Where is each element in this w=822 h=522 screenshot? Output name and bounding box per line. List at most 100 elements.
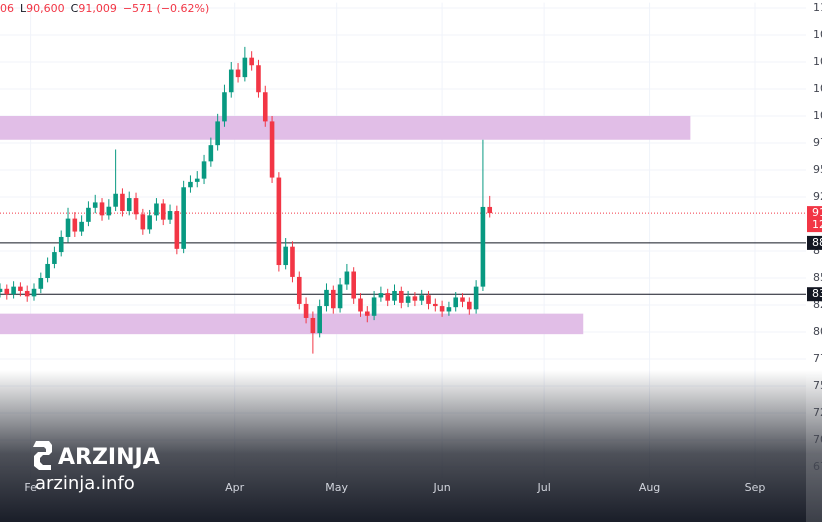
candle-body bbox=[167, 211, 173, 220]
y-tick-label: 95,000 bbox=[813, 163, 822, 176]
candle-body bbox=[201, 161, 207, 179]
candle-body bbox=[378, 293, 384, 298]
countdown: 12 bbox=[812, 218, 822, 231]
candle-body bbox=[38, 278, 44, 289]
candle-body bbox=[242, 57, 248, 78]
candle-body bbox=[194, 178, 200, 182]
last-price-label: 91,009 bbox=[812, 206, 822, 219]
candle-body bbox=[433, 303, 438, 307]
candle-body bbox=[412, 296, 418, 301]
candle-body bbox=[18, 286, 23, 291]
candle-body bbox=[120, 193, 125, 212]
candle-body bbox=[79, 221, 84, 232]
candle-body bbox=[181, 187, 186, 249]
y-tick-label: 77,500 bbox=[813, 352, 822, 365]
candle-body bbox=[140, 214, 146, 230]
candle-body bbox=[337, 284, 343, 309]
y-tick-label: 80,000 bbox=[813, 325, 822, 338]
candle-body bbox=[72, 218, 78, 232]
candle-body bbox=[480, 206, 486, 287]
candle-body bbox=[126, 198, 132, 212]
candle-body bbox=[11, 286, 16, 295]
zone bbox=[0, 313, 584, 335]
brand: ARZINJA bbox=[58, 445, 160, 470]
header-item: C bbox=[71, 2, 79, 15]
y-tick-label: 85,000 bbox=[813, 271, 822, 284]
candle-body bbox=[92, 202, 98, 208]
candle-body bbox=[473, 286, 479, 310]
logo bbox=[33, 441, 52, 470]
candle-body bbox=[31, 288, 37, 297]
candle-body bbox=[249, 57, 254, 66]
candle-body bbox=[358, 298, 363, 312]
candle-body bbox=[453, 297, 459, 308]
candle-body bbox=[113, 193, 118, 207]
axes: 67,500 70,000 72,500 75,000 77,500 80,000 82,5… bbox=[24, 0, 822, 522]
candle-body bbox=[405, 296, 411, 303]
x-tick-label: Jul bbox=[536, 481, 550, 494]
candle-body bbox=[371, 297, 377, 316]
candle-body bbox=[45, 263, 50, 278]
candle-body bbox=[215, 121, 220, 146]
level-tag bbox=[807, 235, 822, 250]
y-tick-label: 67,500 bbox=[813, 460, 822, 473]
candle-body bbox=[222, 92, 227, 122]
candle-body bbox=[262, 92, 268, 122]
candle-body bbox=[269, 121, 275, 178]
header: 06 L90,600 C91,009 −571 (−0.62%) bbox=[0, 2, 209, 15]
candle-body bbox=[460, 297, 465, 302]
y-tick-label: 72,500 bbox=[813, 406, 822, 419]
candle-body bbox=[439, 306, 445, 312]
candle-body bbox=[188, 181, 193, 188]
candle-body bbox=[467, 301, 472, 310]
candle-body bbox=[24, 290, 30, 297]
x-tick-label: May bbox=[325, 481, 348, 494]
candle-body bbox=[324, 289, 329, 307]
candle-body bbox=[317, 306, 322, 334]
candle-body bbox=[174, 211, 180, 249]
level-label: 88,250 bbox=[812, 236, 822, 249]
candle-body bbox=[276, 177, 282, 266]
x-tick-label: Apr bbox=[225, 481, 245, 494]
candle-body bbox=[0, 288, 3, 293]
watermark: ARZINJA arzinja.info bbox=[33, 441, 160, 494]
bottom-fade bbox=[0, 370, 822, 522]
y-tick-label: 87,500 bbox=[813, 244, 822, 257]
candle-body bbox=[398, 290, 404, 303]
candle-body bbox=[52, 252, 57, 264]
x-tick-label: Sep bbox=[745, 481, 766, 494]
header-item: 91,009 bbox=[78, 2, 117, 15]
level-tag bbox=[807, 287, 822, 302]
candle-body bbox=[283, 246, 288, 266]
candle-body bbox=[106, 206, 112, 216]
y-tick-label: 105,000 bbox=[813, 55, 822, 68]
candle-body bbox=[419, 295, 425, 301]
y-tick-label: 100,000 bbox=[813, 109, 822, 122]
candle-body bbox=[351, 271, 356, 299]
y-tick-label: 75,000 bbox=[813, 379, 822, 392]
candle-body bbox=[487, 206, 493, 214]
header-item: −571 (−0.62%) bbox=[123, 2, 209, 15]
candle-body bbox=[426, 295, 431, 304]
candle-body bbox=[208, 145, 214, 162]
y-tick-label: 102,500 bbox=[813, 82, 822, 95]
y-tick-label: 110,000 bbox=[813, 1, 822, 14]
candle-body bbox=[147, 215, 152, 230]
price-axis-bg bbox=[806, 0, 822, 522]
zone bbox=[0, 116, 691, 140]
candle-body bbox=[310, 317, 316, 334]
candle-body bbox=[256, 65, 261, 93]
candle-body bbox=[86, 207, 91, 222]
candle-body bbox=[235, 69, 241, 78]
header-item: 90,600 bbox=[26, 2, 65, 15]
candle-body bbox=[133, 198, 139, 215]
x-tick-label: Jun bbox=[433, 481, 451, 494]
candle-body bbox=[99, 202, 105, 216]
y-tick-label: 97,500 bbox=[813, 136, 822, 149]
site: arzinja.info bbox=[35, 473, 135, 494]
y-tick-label: 107,500 bbox=[813, 28, 822, 41]
candle-body bbox=[65, 218, 71, 237]
candle-body bbox=[344, 271, 350, 285]
candle-body bbox=[392, 290, 397, 301]
